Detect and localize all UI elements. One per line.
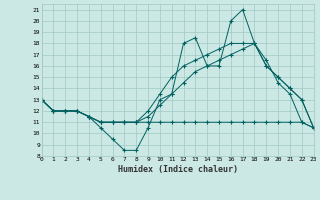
- X-axis label: Humidex (Indice chaleur): Humidex (Indice chaleur): [118, 165, 237, 174]
